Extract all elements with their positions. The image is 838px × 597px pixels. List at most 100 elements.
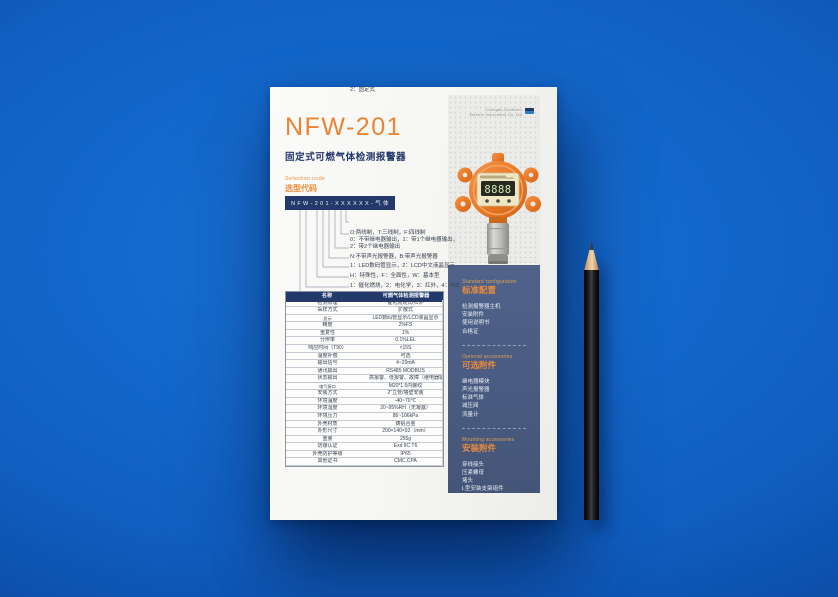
company-name: Chengdu Southern Electric Instrument Co.… bbox=[469, 107, 522, 117]
sidebar-item: 合格证 bbox=[462, 328, 479, 335]
company-name-line1: Chengdu Southern bbox=[485, 107, 522, 112]
spec-row-name: 输出信号 bbox=[286, 360, 369, 368]
spec-row-name: 重复性 bbox=[286, 330, 369, 338]
pencil-wood-cone bbox=[584, 250, 599, 271]
selection-code-label-en: Selection code bbox=[285, 176, 326, 182]
section-title-en: Optional accessories bbox=[462, 353, 513, 360]
spec-row-value: 200×140×92（mm） bbox=[369, 428, 443, 436]
dashed-divider bbox=[462, 427, 526, 429]
spec-row-value: 可选 bbox=[369, 352, 443, 361]
section-title-zh: 标准配置 bbox=[462, 285, 497, 295]
pencil-body bbox=[584, 270, 599, 520]
section-title-zh: 安装附件 bbox=[462, 442, 497, 453]
detector-neck bbox=[489, 217, 507, 224]
spec-row-name: 采样方式 bbox=[286, 307, 369, 315]
unit-label: %LEL bbox=[506, 176, 514, 180]
spec-row-value: 铸铝合金 bbox=[369, 420, 443, 429]
spec-row-name: 其他证书 bbox=[286, 458, 369, 466]
spec-row-value: 86~106kPa bbox=[369, 413, 443, 421]
sidebar-item: 安装附件 bbox=[462, 312, 485, 319]
spec-row-name: 显示 bbox=[286, 315, 369, 323]
spec-row-value: 1% bbox=[369, 329, 443, 338]
sidebar-item: 减压阀 bbox=[462, 403, 479, 410]
sidebar-item: 继电器模块 bbox=[462, 378, 490, 385]
spec-row-name: 外壳防护等级 bbox=[286, 451, 369, 459]
spec-row-name: 环境温度 bbox=[286, 398, 369, 406]
spec-row-name: 分辨率 bbox=[286, 337, 369, 345]
detector-display: %LEL 8888 bbox=[476, 172, 520, 207]
spec-row-value: <15S bbox=[369, 344, 443, 353]
spec-row-value: CMC,CPA bbox=[369, 458, 443, 466]
spec-row-value: Exd IIC T6 bbox=[369, 443, 443, 451]
selection-code-label-zh: 选型代码 bbox=[285, 184, 317, 193]
datasheet-page: Chengdu Southern Electric Instrument Co.… bbox=[270, 87, 557, 520]
spec-row-value: 扩散式 bbox=[369, 307, 443, 315]
spec-row-value: LED数码管显示/LCD液晶显示 bbox=[369, 314, 443, 323]
spec-row-value: 4~20mA bbox=[369, 360, 443, 368]
spec-row-value: 0.1%LEL bbox=[369, 337, 443, 345]
spec-row-name: 环境湿度 bbox=[286, 405, 369, 413]
spec-header-name: 名称 bbox=[286, 292, 369, 302]
tree-label: O:两线制，T:三线制，F:四线制 bbox=[350, 230, 426, 236]
sidebar-section-standard: Standard configuration 标准配置 检测报警器主机 安装附件使… bbox=[462, 279, 532, 336]
spec-row-value: 255g bbox=[369, 435, 443, 444]
spec-row-name: 电气接口 bbox=[286, 383, 369, 391]
spec-row-name: 安装方式 bbox=[286, 390, 369, 398]
sidebar-item: 压紧螺母 bbox=[462, 470, 485, 477]
section-items: 穿线接头压紧螺母 堵头 L型安装支架组件 bbox=[462, 461, 532, 494]
spec-row-value: 20~95%RH（无凝露） bbox=[369, 405, 443, 413]
spec-row-value: RS485 MODBUS bbox=[369, 367, 443, 376]
dashed-divider bbox=[462, 344, 526, 346]
spec-row-value: IP65 bbox=[369, 450, 443, 459]
spec-table: 名称 可燃气体检测报警器 检测原理 催化燃烧式/红外 采样方式 扩散式 显示 L… bbox=[285, 291, 444, 467]
tree-label: 0：不带继电器输出，1：带1个继电器输出， bbox=[350, 237, 459, 243]
accessories-sidebar: Standard configuration 标准配置 检测报警器主机 安装附件使… bbox=[448, 265, 540, 493]
spec-row-name: 环境压力 bbox=[286, 413, 369, 421]
brand-flag-icon bbox=[525, 108, 534, 114]
spec-row-name: 防爆认证 bbox=[286, 443, 369, 451]
sensor-cylinder bbox=[487, 223, 509, 264]
sidebar-item: 使用说明书 bbox=[462, 320, 490, 327]
tree-label: 1：催化燃烧，2：电化学，3：红外，4：PID bbox=[350, 283, 460, 289]
spec-row-name: 响应时间（T90） bbox=[286, 345, 369, 353]
spec-row-name: 通讯输出 bbox=[286, 368, 369, 376]
spec-row-value: M20*1.5内螺纹 bbox=[369, 382, 443, 391]
lcd-digits: 8888 bbox=[484, 184, 511, 196]
section-title-zh: 可选附件 bbox=[462, 359, 497, 370]
sidebar-item: 堵头 bbox=[462, 478, 474, 485]
section-items: 继电器模块声光报警器 标准气体 减压阀 流量计 bbox=[462, 378, 532, 419]
spec-row-name: 外形尺寸 bbox=[286, 428, 369, 436]
sidebar-item: 检测报警器主机 bbox=[462, 304, 501, 310]
mounting-ears bbox=[455, 167, 541, 212]
spec-header-value: 可燃气体检测报警器 bbox=[369, 292, 443, 302]
tree-label: 1：LED数码管显示，2：LCD中文液晶显示 bbox=[350, 263, 455, 269]
spec-row-name: 外壳材质 bbox=[286, 421, 369, 429]
pencil-graphite-tip bbox=[589, 240, 594, 253]
spec-row-name: 检测原理 bbox=[286, 300, 369, 308]
page-subtitle: 固定式可燃气体检测报警器 bbox=[285, 152, 407, 163]
section-title-en: Standard configuration bbox=[462, 279, 517, 285]
spec-row-value: 2%FS bbox=[369, 322, 443, 330]
pencil bbox=[584, 240, 599, 520]
spec-row-value: 2"立管/墙壁安装 bbox=[369, 390, 443, 398]
spec-row-name: 温度补偿 bbox=[286, 353, 369, 361]
spec-row-name: 重量 bbox=[286, 436, 369, 444]
spec-row-value: -40~70℃ bbox=[369, 397, 443, 406]
sidebar-item: 流量计 bbox=[462, 411, 479, 418]
company-name-line2: Electric Instrument Co.,Ltd bbox=[469, 112, 522, 117]
model-code-bar: N F W - 2 0 1 - X X X X X X - 气 体 bbox=[285, 196, 395, 210]
tree-label: 2：带2个继电器输出 bbox=[350, 244, 401, 250]
sidebar-item: 声光报警器 bbox=[462, 387, 490, 394]
tree-label: N:不带声光报警器，B:带声光报警器 bbox=[350, 254, 438, 260]
sidebar-section-optional: Optional accessories 可选附件 继电器模块声光报警器 标准气体… bbox=[462, 354, 532, 419]
section-title-en: Mounting accessories bbox=[462, 436, 515, 443]
sidebar-item: 标准气体 bbox=[462, 395, 485, 402]
spec-row-name: 精度 bbox=[286, 322, 369, 330]
sidebar-item: L型安装支架组件 bbox=[462, 486, 504, 493]
section-items: 检测报警器主机 安装附件 使用说明书 合格证 bbox=[462, 303, 532, 336]
spec-row-value: 高报警、低报警、故障（继电器输出） bbox=[369, 375, 443, 383]
tree-label: 2：固定式 bbox=[350, 87, 376, 93]
gas-detector-product-image: %LEL 8888 bbox=[455, 153, 541, 264]
tree-label: H：特殊性，F：全面性，W：基本型 bbox=[350, 273, 440, 279]
sidebar-item: 穿线接头 bbox=[462, 461, 485, 468]
